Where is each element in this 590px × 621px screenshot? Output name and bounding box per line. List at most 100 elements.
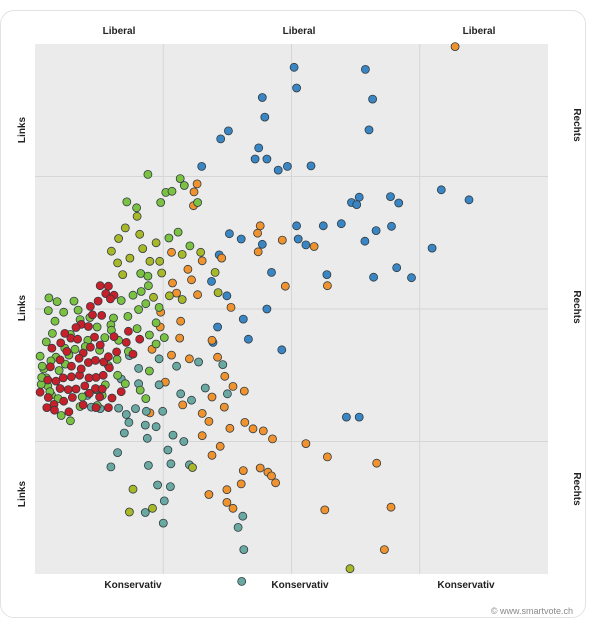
data-point-green — [132, 324, 142, 334]
data-point-teal — [140, 420, 150, 430]
data-point-olive — [213, 288, 223, 298]
data-point-orange — [220, 371, 230, 381]
data-point-orange — [379, 545, 389, 554]
data-point-green — [128, 290, 138, 300]
data-point-blue — [354, 192, 364, 202]
data-point-blue — [360, 65, 370, 74]
data-point-orange — [236, 479, 246, 489]
data-point-red — [43, 375, 53, 385]
data-point-teal — [239, 545, 249, 554]
data-point-blue — [238, 314, 248, 324]
data-point-olive — [157, 268, 167, 278]
data-point-orange — [450, 42, 460, 51]
data-point-green — [35, 351, 45, 361]
data-point-olive — [164, 291, 174, 301]
data-point-red — [107, 393, 117, 403]
data-point-teal — [106, 462, 116, 472]
data-point-green — [132, 203, 142, 213]
left-label-2: Links — [17, 295, 28, 322]
data-point-green — [123, 311, 133, 321]
data-point-blue — [282, 161, 292, 171]
data-point-green — [37, 361, 47, 371]
data-point-orange — [204, 416, 214, 426]
data-point-orange — [277, 235, 287, 245]
data-point-green — [143, 281, 153, 291]
data-point-red — [60, 328, 70, 338]
data-point-orange — [271, 478, 281, 488]
data-point-blue — [267, 267, 276, 277]
data-point-red — [55, 355, 65, 365]
top-label-3: Liberal — [463, 26, 496, 37]
data-point-orange — [197, 431, 207, 441]
data-point-red — [47, 343, 57, 353]
data-point-olive — [149, 292, 158, 302]
data-point-red — [116, 387, 126, 397]
data-point-red — [62, 346, 72, 356]
data-point-orange — [215, 441, 225, 451]
data-point-teal — [176, 389, 186, 399]
data-point-teal — [114, 403, 123, 413]
data-point-teal — [113, 448, 122, 458]
top-label-1: Liberal — [103, 26, 136, 37]
data-point-orange — [320, 505, 330, 515]
data-point-teal — [142, 433, 152, 443]
data-point-green — [151, 339, 161, 349]
data-point-green — [167, 186, 177, 196]
data-point-olive — [124, 507, 134, 517]
data-point-teal — [153, 480, 163, 490]
data-point-red — [73, 334, 82, 344]
data-point-red — [90, 332, 99, 342]
data-point-green — [112, 354, 122, 364]
data-point-blue — [207, 276, 216, 286]
data-point-blue — [306, 161, 316, 171]
data-point-red — [80, 381, 90, 391]
data-point-blue — [301, 240, 311, 250]
data-point-blue — [427, 243, 437, 253]
data-point-olive — [345, 564, 355, 574]
data-point-red — [95, 281, 105, 291]
data-point-blue — [464, 195, 474, 205]
data-point-olive — [135, 229, 145, 239]
data-point-red — [121, 337, 131, 347]
data-point-orange — [192, 179, 202, 189]
data-point-teal — [163, 445, 173, 455]
data-point-teal — [134, 363, 144, 373]
data-point-blue — [243, 334, 253, 344]
data-point-blue — [354, 412, 364, 422]
data-point-orange — [207, 335, 217, 345]
data-point-green — [143, 271, 153, 281]
data-point-olive — [151, 238, 161, 248]
data-point-teal — [238, 511, 248, 521]
data-point-green — [69, 296, 79, 306]
data-point-blue — [289, 62, 299, 72]
data-point-red — [76, 364, 86, 374]
data-point-green — [164, 233, 174, 243]
data-point-orange — [176, 316, 186, 326]
data-point-blue — [322, 270, 332, 280]
data-point-red — [88, 310, 97, 320]
data-point-blue — [318, 221, 328, 231]
data-point-orange — [175, 333, 185, 343]
data-point-blue — [224, 229, 234, 239]
data-point-red — [51, 376, 61, 386]
data-point-orange — [267, 471, 276, 481]
data-point-teal — [159, 496, 169, 506]
data-point-red — [104, 281, 113, 291]
data-point-orange — [253, 228, 263, 238]
grid-lines — [35, 44, 548, 574]
data-point-orange — [197, 408, 207, 418]
data-point-teal — [237, 577, 247, 586]
data-point-olive — [148, 503, 157, 513]
data-point-orange — [167, 247, 176, 257]
data-point-green — [135, 385, 145, 395]
data-point-teal — [158, 406, 168, 416]
data-point-red — [128, 349, 138, 359]
data-point-green — [144, 366, 154, 376]
data-point-orange — [204, 490, 214, 499]
data-point-olive — [132, 211, 142, 221]
data-point-orange — [213, 352, 223, 362]
data-point-blue — [292, 221, 302, 231]
data-point-teal — [187, 395, 196, 405]
data-point-orange — [309, 242, 319, 251]
data-point-orange — [184, 354, 194, 364]
